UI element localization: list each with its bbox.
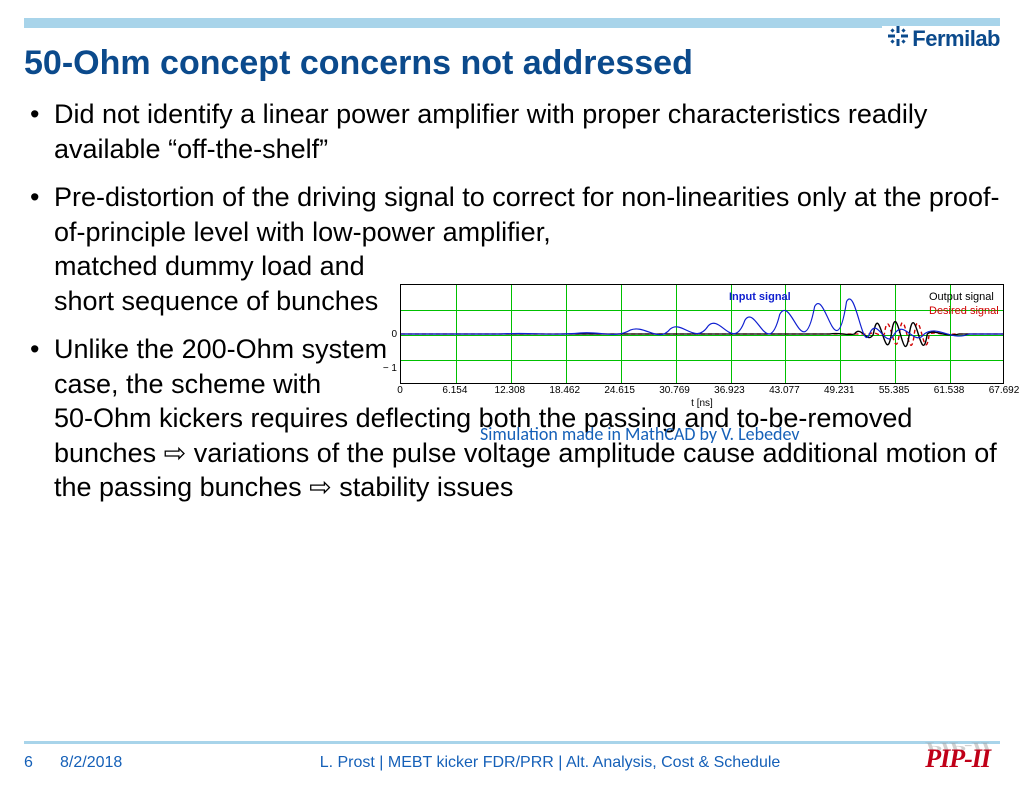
bullet-2b-text: matched dummy load and short sequence of… xyxy=(54,249,398,318)
chart-label-input: Input signal xyxy=(729,291,791,303)
chart-lines xyxy=(401,285,1003,383)
chart-xtick: 24.615 xyxy=(604,385,635,396)
page-number: 6 xyxy=(24,754,60,772)
chart-xtick: 30.769 xyxy=(659,385,690,396)
footer: 6 8/2/2018 L. Prost | MEBT kicker FDR/PR… xyxy=(24,754,1000,772)
footer-title: L. Prost | MEBT kicker FDR/PRR | Alt. An… xyxy=(190,754,910,772)
signal-chart: 0 − 1 Input signal Output signal Desired… xyxy=(388,284,1004,445)
chart-xtick: 18.462 xyxy=(549,385,580,396)
bullet-1: Did not identify a linear power amplifie… xyxy=(24,97,1000,166)
fermilab-logo: Fermilab xyxy=(882,26,1000,52)
chart-xtick: 55.385 xyxy=(879,385,910,396)
chart-xticks: 0 6.154 12.308 18.462 24.615 30.769 36.923 43.0… xyxy=(400,384,1004,398)
header-divider xyxy=(24,18,1000,28)
chart-label-desired: Desired signal xyxy=(929,305,999,317)
chart-xtick: 36.923 xyxy=(714,385,745,396)
chart-xtick: 0 xyxy=(397,385,403,396)
brand-name: Fermilab xyxy=(912,26,1000,52)
chart-xtick: 61.538 xyxy=(934,385,965,396)
chart-ytick-0: 0 xyxy=(391,329,397,340)
chart-plot-area: 0 − 1 Input signal Output signal Desired… xyxy=(400,284,1004,384)
chart-xtick: 12.308 xyxy=(495,385,526,396)
bullet-1-text: Did not identify a linear power amplifie… xyxy=(54,99,927,164)
chart-xlabel: t [ns] xyxy=(400,398,1004,409)
bullet-2a-text: Pre-distortion of the driving signal to … xyxy=(54,182,999,247)
footer-divider xyxy=(24,741,1000,744)
footer-date: 8/2/2018 xyxy=(60,754,190,772)
chart-caption: Simulation made in MathCAD by V. Lebedev xyxy=(480,423,1004,445)
chart-xtick: 43.077 xyxy=(769,385,800,396)
slide-title: 50-Ohm concept concerns not addressed xyxy=(24,44,1000,83)
chart-ytick-neg1: − 1 xyxy=(383,363,397,374)
chart-xtick: 49.231 xyxy=(824,385,855,396)
chart-xtick: 6.154 xyxy=(442,385,467,396)
chart-label-output: Output signal xyxy=(929,291,994,303)
bullet-3a-text: Unlike the 200-Ohm system case, the sche… xyxy=(54,332,424,401)
project-logo: PIP-II xyxy=(925,744,990,774)
chart-xtick: 67.692 xyxy=(989,385,1020,396)
fermilab-icon xyxy=(888,26,908,52)
